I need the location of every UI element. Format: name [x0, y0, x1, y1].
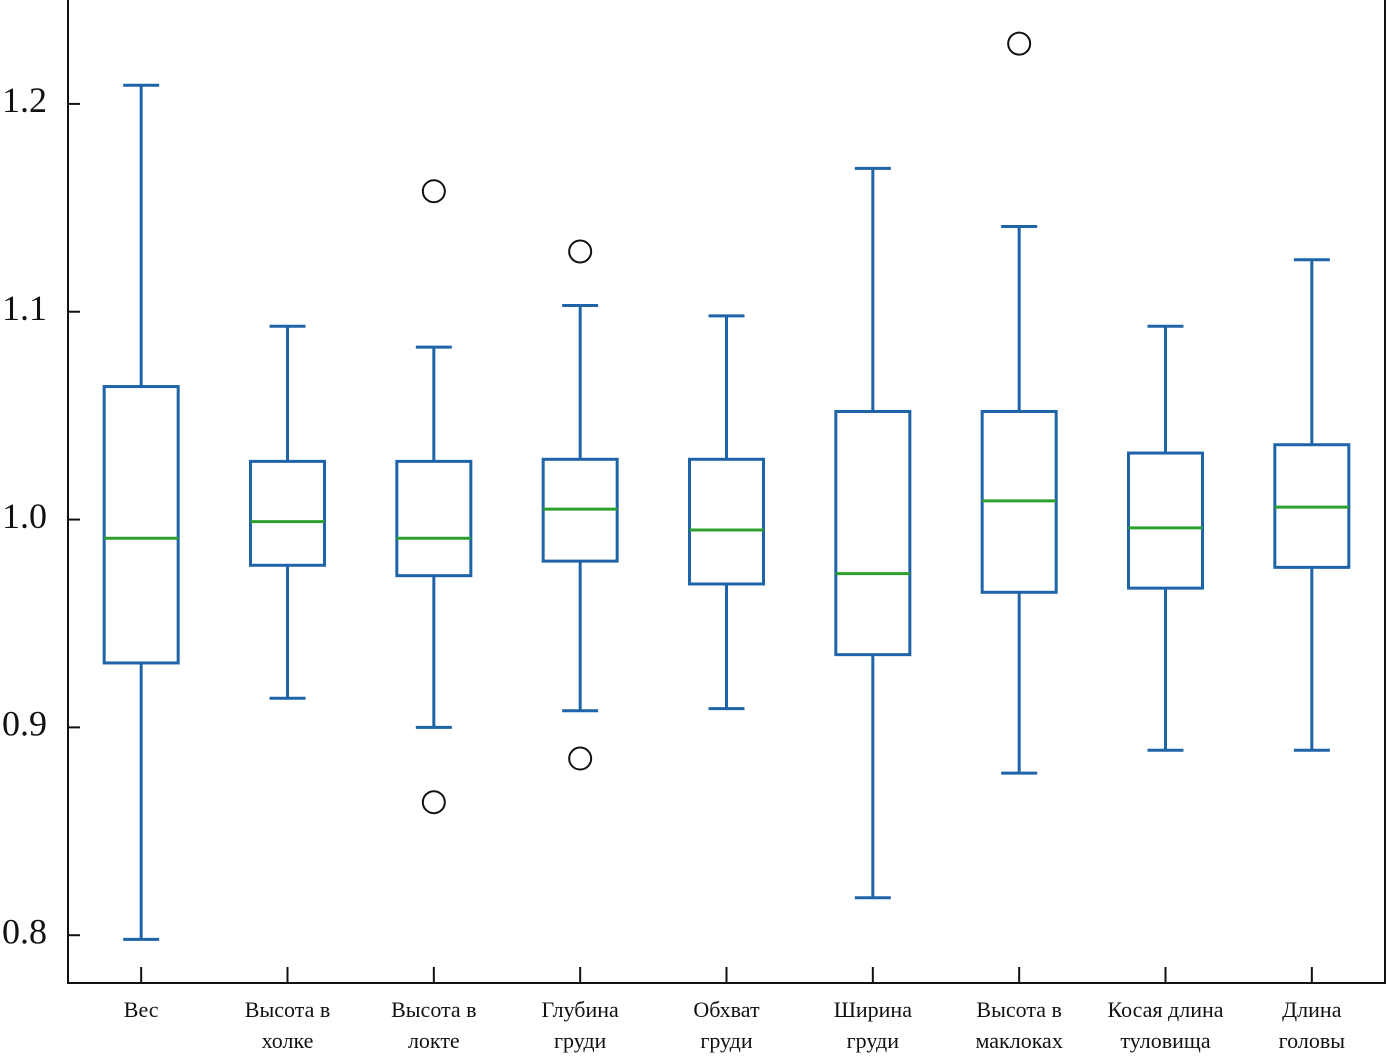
x-tick-label: Высота в маклоках	[976, 997, 1063, 1053]
y-tick-label: 0.8	[2, 911, 47, 951]
y-tick-label: 1.1	[2, 288, 47, 328]
outlier	[1007, 31, 1032, 56]
outlier	[421, 179, 446, 204]
outlier	[421, 790, 446, 815]
y-tick-label: 0.9	[2, 704, 47, 744]
x-tick-label: Длина головы	[1279, 997, 1346, 1053]
box	[395, 459, 473, 578]
axes-frame	[67, 0, 1386, 984]
x-tick-label: Косая длина туловища	[1107, 997, 1223, 1053]
box	[834, 409, 912, 657]
outlier	[568, 746, 593, 771]
y-tick-label: 1.2	[2, 80, 47, 120]
x-tick-label: Обхват груди	[693, 997, 760, 1053]
x-tick-label: Высота в холке	[245, 997, 330, 1053]
outlier	[568, 239, 593, 264]
x-tick-label: Вес	[124, 997, 159, 1022]
y-tick-label: 1.0	[2, 496, 47, 536]
box	[1127, 451, 1204, 590]
box	[249, 459, 326, 567]
x-tick-label: Высота в локте	[391, 997, 476, 1053]
x-tick-label: Ширина груди	[834, 997, 913, 1053]
x-tick-label: Глубина груди	[542, 997, 619, 1053]
box	[688, 457, 765, 586]
box	[102, 385, 180, 665]
